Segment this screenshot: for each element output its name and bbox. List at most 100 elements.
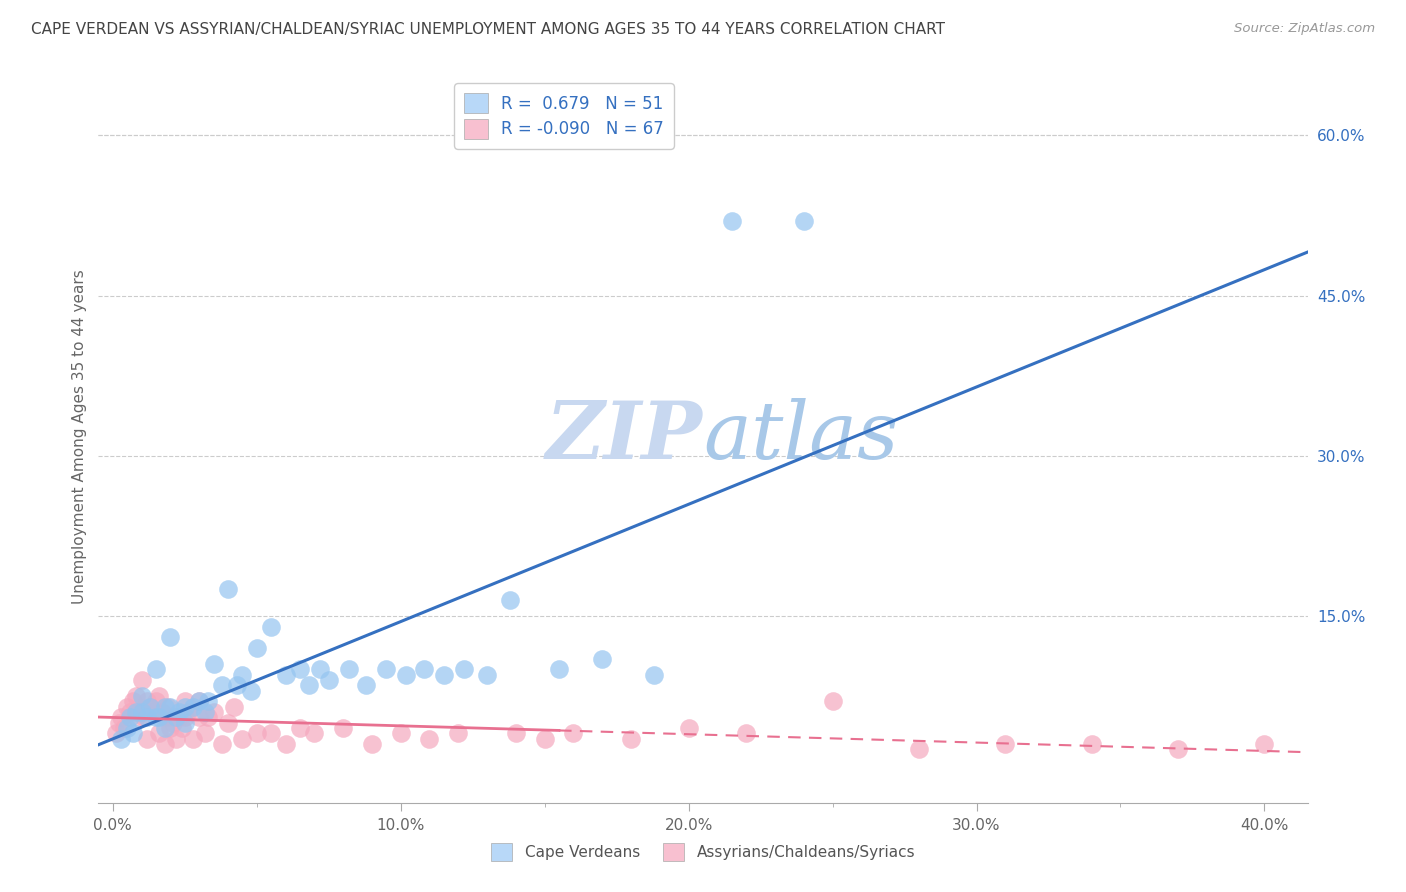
Point (375, 662, 398, 676)
Point (131, 673, 153, 687)
Point (188, 694, 211, 708)
Point (153, 721, 176, 735)
Point (453, 662, 475, 676)
Point (148, 710, 170, 724)
Point (548, 662, 571, 676)
Point (107, 715, 129, 730)
Point (122, 694, 145, 708)
Point (173, 699, 195, 714)
Point (112, 721, 135, 735)
Point (418, 731, 440, 746)
Point (222, 699, 245, 714)
Point (165, 710, 187, 724)
Point (183, 731, 205, 746)
Point (309, 662, 332, 676)
Point (412, 662, 434, 676)
Point (202, 657, 225, 671)
Point (246, 726, 269, 740)
Point (225, 678, 247, 692)
Point (136, 694, 159, 708)
Point (591, 651, 613, 665)
Point (447, 726, 470, 740)
Point (260, 619, 283, 633)
Point (194, 705, 217, 719)
Point (125, 689, 148, 703)
Text: CAPE VERDEAN VS ASSYRIAN/CHALDEAN/SYRIAC UNEMPLOYMENT AMONG AGES 35 TO 44 YEARS : CAPE VERDEAN VS ASSYRIAN/CHALDEAN/SYRIAC… (31, 22, 945, 37)
Point (145, 705, 167, 719)
Point (145, 662, 167, 676)
Point (131, 705, 153, 719)
Point (211, 678, 233, 692)
Point (145, 694, 167, 708)
Point (821, 694, 844, 708)
Point (260, 726, 283, 740)
Point (122, 726, 145, 740)
Point (231, 667, 253, 681)
Point (173, 715, 195, 730)
Point (499, 593, 522, 607)
Point (162, 715, 184, 730)
Point (167, 710, 190, 724)
Point (475, 667, 498, 681)
Point (165, 710, 187, 724)
Point (197, 710, 219, 724)
Point (217, 582, 239, 597)
Point (110, 731, 132, 746)
Point (159, 699, 181, 714)
Point (194, 726, 217, 740)
Point (148, 726, 170, 740)
Point (125, 710, 148, 724)
Point (389, 726, 412, 740)
Point (125, 705, 148, 719)
Point (183, 699, 205, 714)
Point (304, 726, 326, 740)
Point (153, 699, 176, 714)
Point (104, 726, 127, 740)
Point (361, 737, 384, 751)
Point (173, 694, 195, 708)
Point (150, 705, 173, 719)
Point (274, 667, 297, 681)
Point (153, 737, 176, 751)
Point (139, 699, 162, 714)
Point (354, 678, 377, 692)
Point (505, 726, 527, 740)
Point (136, 710, 159, 724)
Point (170, 721, 193, 735)
Point (139, 699, 162, 714)
Point (115, 699, 138, 714)
Point (211, 737, 233, 751)
Point (153, 710, 176, 724)
Point (533, 731, 555, 746)
Text: Source: ZipAtlas.com: Source: ZipAtlas.com (1234, 22, 1375, 36)
Point (176, 705, 198, 719)
Point (120, 705, 142, 719)
Point (735, 726, 758, 740)
Point (131, 689, 153, 703)
Point (110, 710, 132, 724)
Point (134, 710, 156, 724)
Point (433, 667, 456, 681)
Text: atlas: atlas (703, 399, 898, 475)
Point (318, 673, 340, 687)
Point (332, 721, 354, 735)
Point (395, 667, 418, 681)
Point (159, 710, 181, 724)
Text: ZIP: ZIP (546, 399, 703, 475)
Point (1080, 737, 1102, 751)
Point (246, 640, 269, 655)
Point (188, 694, 211, 708)
Point (136, 731, 159, 746)
Point (562, 726, 585, 740)
Point (240, 683, 263, 698)
Point (173, 710, 195, 724)
Point (145, 710, 167, 724)
Point (159, 721, 181, 735)
Point (297, 678, 319, 692)
Point (274, 737, 297, 751)
Point (231, 731, 253, 746)
Point (165, 731, 187, 746)
Y-axis label: Unemployment Among Ages 35 to 44 years: Unemployment Among Ages 35 to 44 years (72, 269, 87, 605)
Point (217, 715, 239, 730)
Point (908, 742, 931, 756)
